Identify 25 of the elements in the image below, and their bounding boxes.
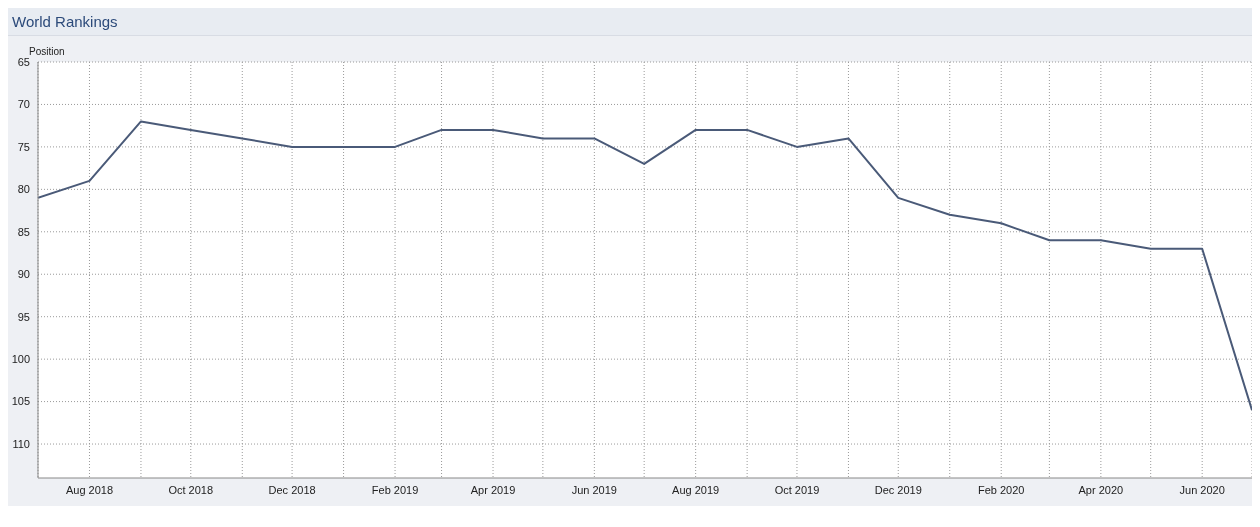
y-tick-label: 85 — [17, 225, 30, 238]
x-tick-label: Oct 2018 — [168, 483, 214, 496]
line-series — [38, 120, 1252, 412]
y-tick-label: 100 — [11, 353, 30, 366]
x-tick-label: Jun 2020 — [1179, 483, 1225, 496]
y-tick-label: 65 — [17, 55, 30, 68]
y-tick-label: 80 — [17, 183, 30, 196]
y-tick-label: 110 — [12, 437, 30, 450]
x-tick-label: Apr 2019 — [470, 483, 516, 496]
y-tick-label: 70 — [17, 98, 30, 111]
x-tick-label: Oct 2019 — [774, 483, 820, 496]
x-tick-label: Dec 2018 — [268, 483, 316, 496]
x-tick-label: Aug 2019 — [672, 483, 720, 496]
x-tick-label: Aug 2018 — [65, 483, 114, 496]
y-tick-label: 105 — [11, 395, 30, 408]
x-tick-label: Apr 2020 — [1078, 483, 1124, 496]
x-tick-label: Dec 2019 — [874, 483, 922, 496]
y-tick-label: 95 — [17, 310, 30, 323]
chart-title: World Rankings — [8, 8, 1252, 36]
y-axis-title: Position — [29, 46, 65, 57]
y-tick-label: 90 — [17, 268, 30, 281]
x-tick-label: Feb 2019 — [371, 483, 419, 496]
x-tick-label: Jun 2019 — [571, 483, 617, 496]
x-tick-label: Feb 2020 — [977, 483, 1025, 496]
y-tick-label: 75 — [17, 140, 30, 153]
